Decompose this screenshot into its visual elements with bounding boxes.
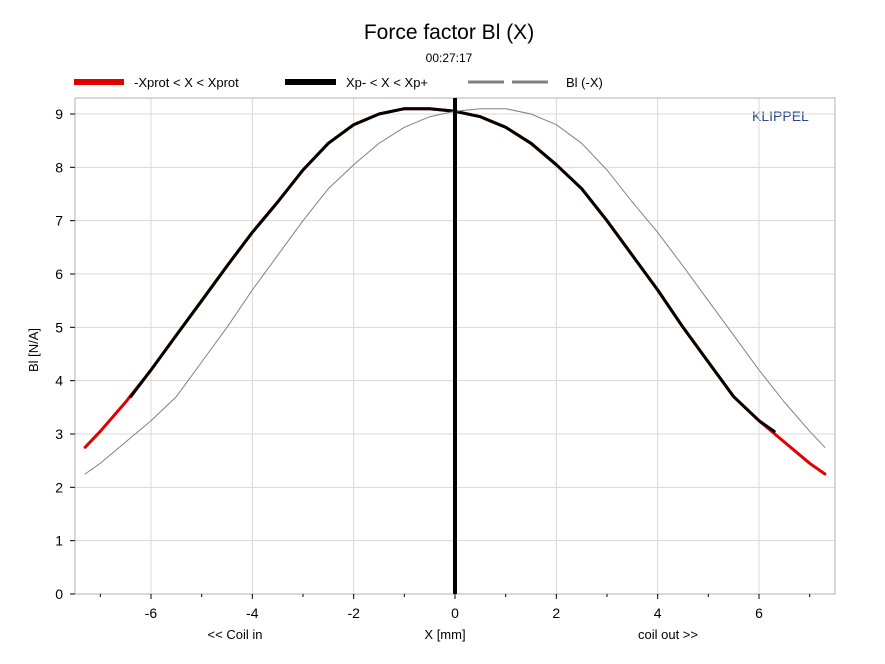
legend-label-2: Bl (-X) [566, 75, 603, 90]
y-tick-label: 0 [55, 586, 63, 602]
chart-title: Force factor Bl (X) [364, 21, 534, 44]
x-axis-left-label: << Coil in [208, 627, 263, 642]
y-tick-label: 2 [55, 479, 63, 495]
y-tick-label: 6 [55, 266, 63, 282]
y-tick-label: 8 [55, 159, 63, 175]
y-tick-label: 1 [55, 533, 63, 549]
y-tick-label: 7 [55, 213, 63, 229]
y-tick-label: 4 [55, 373, 63, 389]
x-axis-label: X [mm] [424, 627, 465, 642]
watermark-klippel: KLIPPEL [752, 108, 809, 124]
legend-label-1: Xp- < X < Xp+ [346, 75, 428, 90]
x-tick-label: -4 [246, 605, 259, 621]
x-ticks: -6 -4 -2 0 2 4 6 [99, 594, 811, 621]
y-ticks: 0 1 2 3 4 5 6 7 8 9 [55, 106, 75, 602]
x-axis-right-label: coil out >> [638, 627, 698, 642]
legend: -Xprot < X < Xprot Xp- < X < Xp+ Bl (-X) [74, 75, 603, 90]
y-tick-label: 5 [55, 319, 63, 335]
series-line-1 [129, 107, 776, 433]
legend-label-0: -Xprot < X < Xprot [134, 75, 239, 90]
x-tick-label: 6 [755, 605, 763, 621]
y-axis-label: Bl [N/A] [26, 328, 41, 372]
x-tick-label: 4 [654, 605, 662, 621]
chart-subtitle: 00:27:17 [426, 51, 473, 65]
y-tick-label: 9 [55, 106, 63, 122]
series-lines [83, 98, 827, 594]
y-tick-label: 3 [55, 426, 63, 442]
x-tick-label: 2 [552, 605, 560, 621]
x-tick-label: 0 [451, 605, 459, 621]
x-tick-label: -2 [347, 605, 360, 621]
x-tick-label: -6 [145, 605, 158, 621]
